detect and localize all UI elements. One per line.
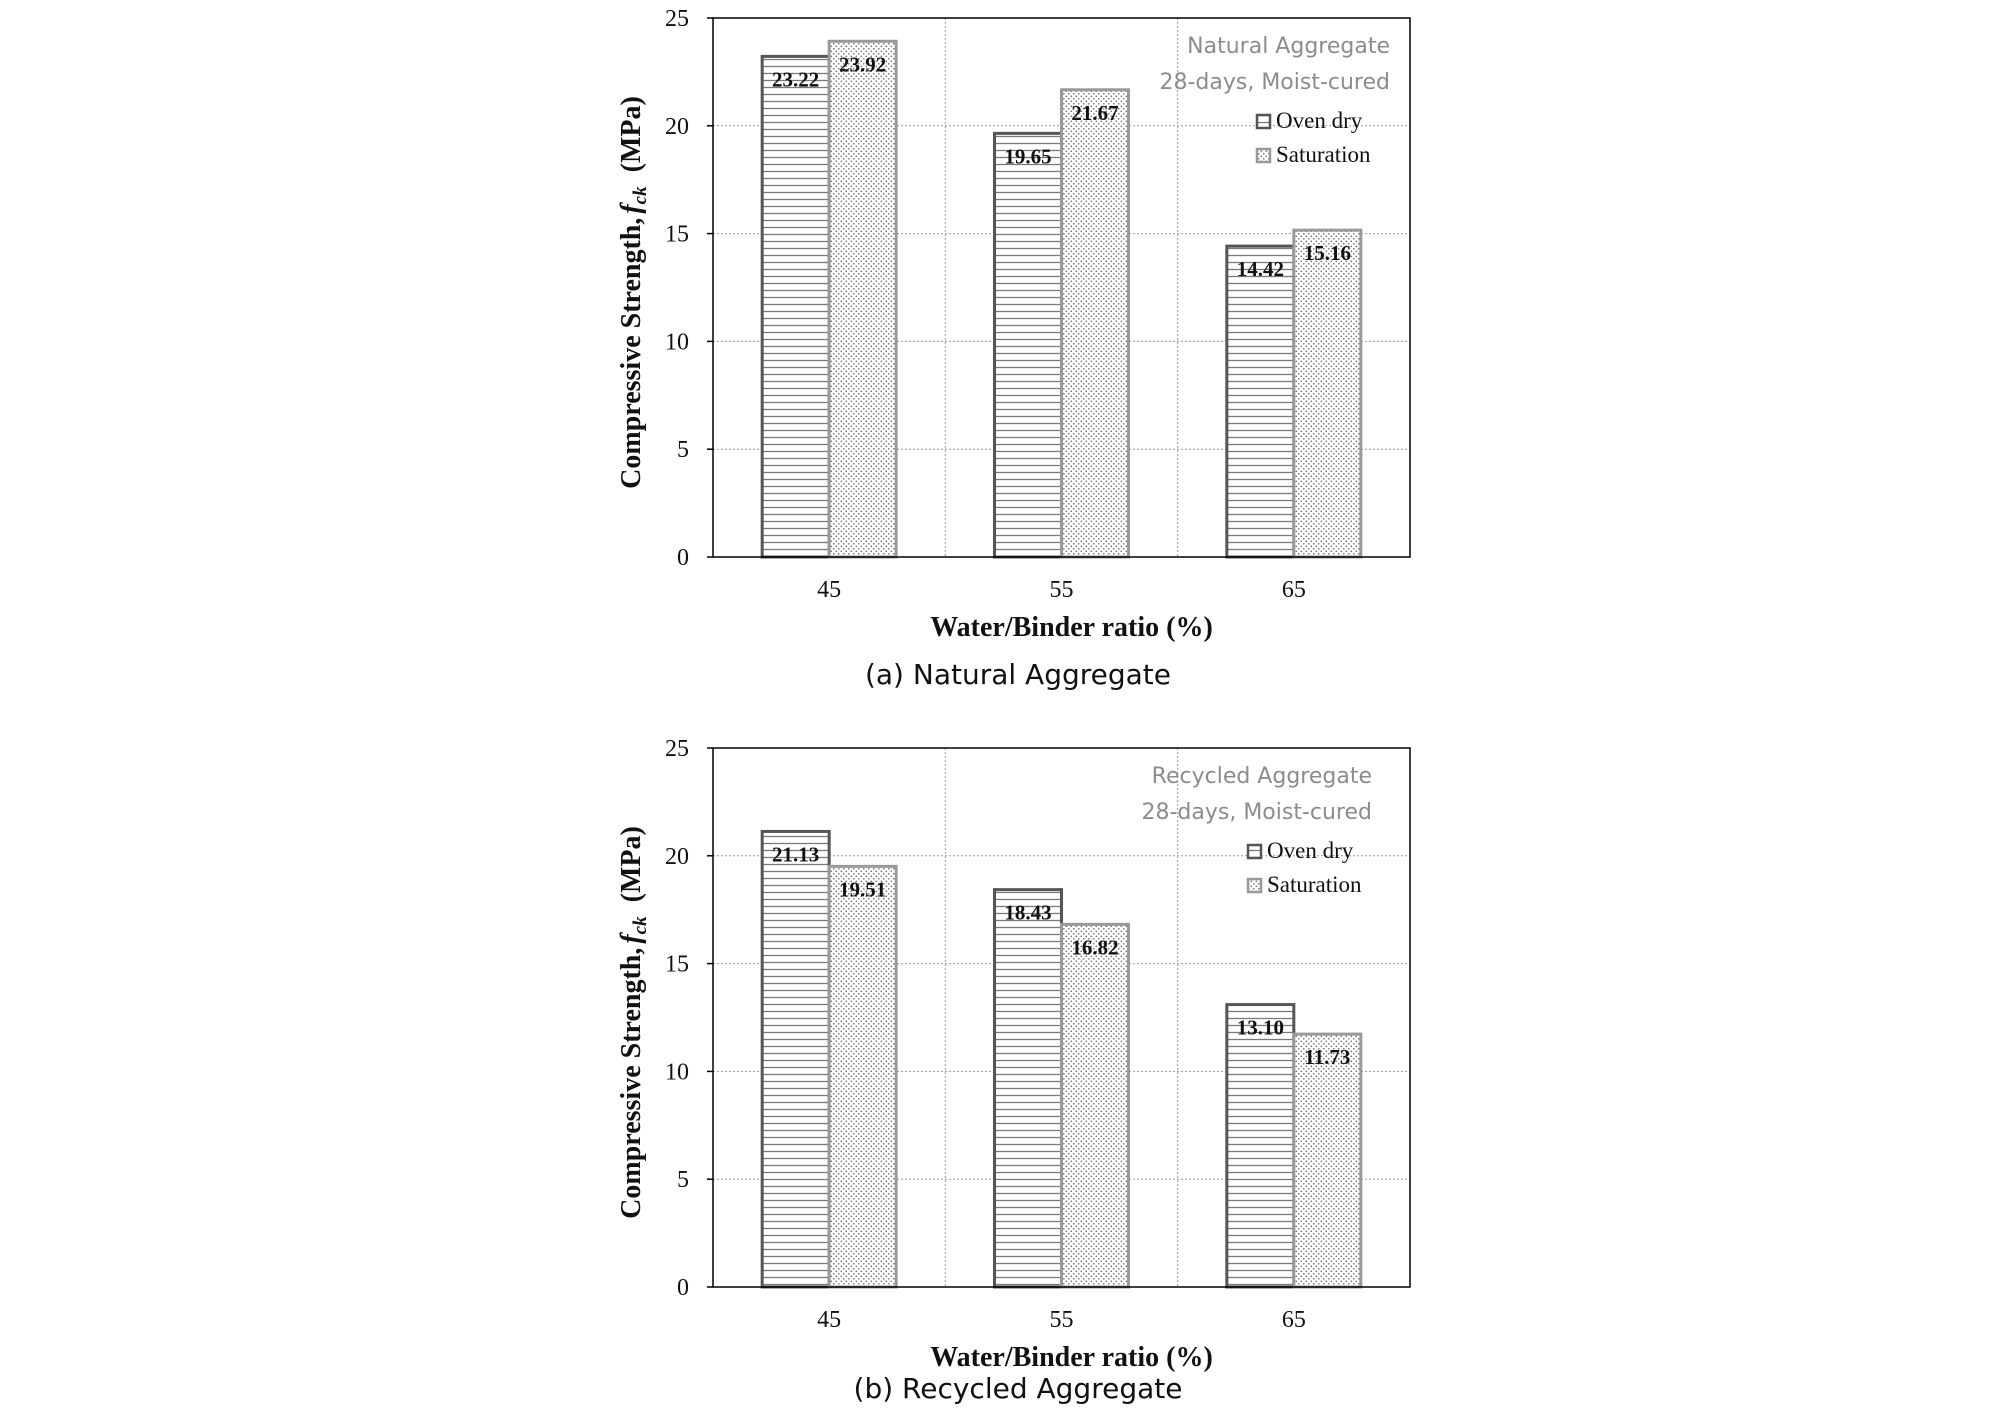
data-label: 21.13 — [772, 842, 819, 866]
bar-saturation-55 — [1060, 922, 1130, 1289]
data-label: 23.92 — [839, 52, 886, 76]
y-axis-title-var: f — [616, 202, 647, 214]
y-tick-label: 20 — [665, 844, 689, 870]
legend-label-oven-dry: Oven dry — [1276, 108, 1363, 133]
plot-border — [712, 17, 1411, 558]
legend-swatch-oven-dry — [1246, 843, 1263, 860]
legend-swatch-saturation — [1246, 877, 1263, 894]
x-tick-label: 55 — [1050, 577, 1074, 603]
data-label: 19.51 — [839, 877, 886, 901]
annotation-text: 28-days, Moist-cured — [1141, 800, 1372, 825]
bar-oven-dry-65 — [1225, 1003, 1296, 1289]
x-tick-label: 45 — [817, 1307, 841, 1333]
y-axis-title: Compressive Strength, fck (MPa) — [616, 96, 651, 489]
annotation-text: 28-days, Moist-cured — [1159, 70, 1390, 95]
y-tick-label: 10 — [665, 1059, 689, 1085]
y-tick-label: 25 — [665, 736, 689, 762]
x-tick-label: 45 — [817, 577, 841, 603]
bar-saturation-65 — [1292, 1032, 1363, 1289]
charts-container: 23.22 19.65 14.42 23.92 21.67 15.16 0 5 10 15 20 25… — [616, 6, 1411, 1405]
y-axis-title-main: Compressive Strength, — [616, 218, 647, 489]
y-tick-label: 15 — [665, 952, 689, 978]
y-tick-label: 0 — [677, 545, 689, 571]
bar-saturation-55 — [1060, 88, 1130, 559]
x-axis-title: Water/Binder ratio (%) — [930, 1342, 1213, 1373]
y-axis-title-var: f — [616, 932, 647, 944]
bar-oven-dry-55 — [993, 888, 1063, 1289]
bar-oven-dry-65 — [1225, 244, 1296, 559]
annotation-text: Natural Aggregate — [1187, 34, 1390, 59]
y-tick-label: 15 — [665, 222, 689, 248]
bar-saturation-45 — [827, 864, 898, 1289]
bar-saturation-45 — [827, 39, 898, 559]
y-tick-label: 0 — [677, 1275, 689, 1301]
y-tick-label: 20 — [665, 114, 689, 140]
data-label: 14.42 — [1237, 257, 1284, 281]
bar-oven-dry-45 — [760, 829, 831, 1289]
y-tick-label: 5 — [677, 437, 689, 463]
x-tick-label: 65 — [1282, 1307, 1306, 1333]
data-label: 18.43 — [1004, 901, 1051, 925]
figure-caption: (b) Recycled Aggregate — [854, 1372, 1183, 1405]
y-tick-label: 5 — [677, 1167, 689, 1193]
legend-label-oven-dry: Oven dry — [1267, 838, 1354, 863]
data-label: 21.67 — [1071, 101, 1118, 125]
x-tick-label: 55 — [1050, 1307, 1074, 1333]
y-axis-title-main: Compressive Strength, — [616, 948, 647, 1219]
data-label: 19.65 — [1004, 144, 1051, 168]
y-axis-title: Compressive Strength, fck (MPa) — [616, 826, 651, 1219]
chart-panel-recycled: 21.13 18.43 13.10 19.51 16.82 11.73 0 5 10 15 20 25… — [616, 736, 1411, 1405]
legend-swatch-oven-dry — [1255, 113, 1272, 130]
y-axis-title-sub: ck — [630, 186, 651, 204]
x-tick-label: 65 — [1282, 577, 1306, 603]
annotation-text: Recycled Aggregate — [1152, 764, 1372, 789]
legend-label-saturation: Saturation — [1276, 142, 1371, 167]
x-axis-title: Water/Binder ratio (%) — [930, 612, 1213, 643]
data-label: 13.10 — [1237, 1016, 1284, 1040]
chart-panel-natural: 23.22 19.65 14.42 23.92 21.67 15.16 0 5 10 15 20 25… — [616, 6, 1411, 691]
y-axis-title-sub: ck — [630, 916, 651, 934]
figure-caption: (a) Natural Aggregate — [865, 658, 1171, 691]
y-axis-title-unit: (MPa) — [616, 826, 647, 902]
data-label: 23.22 — [772, 67, 819, 91]
y-tick-label: 10 — [665, 329, 689, 355]
data-label: 16.82 — [1071, 935, 1118, 959]
data-label: 15.16 — [1304, 241, 1351, 265]
bar-oven-dry-55 — [993, 131, 1063, 559]
data-label: 11.73 — [1304, 1045, 1350, 1069]
plot-border — [712, 747, 1411, 1288]
bar-saturation-65 — [1292, 228, 1363, 559]
legend-swatch-saturation — [1255, 147, 1272, 164]
y-axis-title-unit: (MPa) — [616, 96, 647, 172]
legend-label-saturation: Saturation — [1267, 872, 1362, 897]
y-tick-label: 25 — [665, 6, 689, 32]
bar-oven-dry-45 — [760, 54, 831, 559]
